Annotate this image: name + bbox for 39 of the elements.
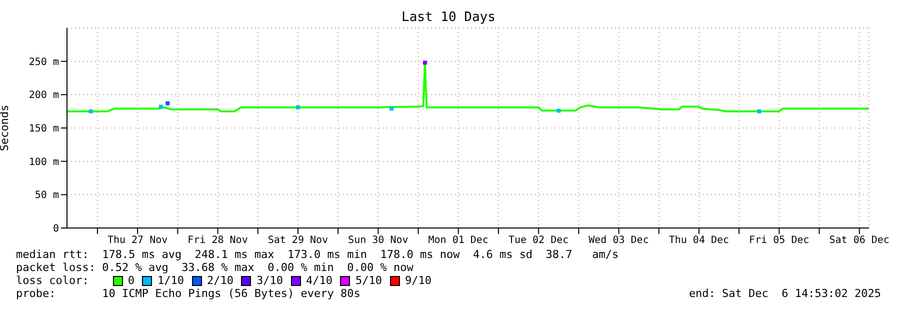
text: end: Sat Dec 6 14:53:02 2025 xyxy=(688,287,881,300)
y-tick-label: 250 m xyxy=(28,56,59,68)
point xyxy=(88,109,93,114)
text: probe: 10 ICMP Echo Pings (56 Bytes) every 80s xyxy=(16,287,362,300)
text: median rtt: 178.5 ms avg 248.1 ms max 173.0 ms min 178.0 ms now 4.6 ms sd 38.7 am/s xyxy=(16,248,619,261)
x-tick-label: Tue 02 Dec xyxy=(508,235,569,246)
y-tick-label: 0 xyxy=(52,224,59,235)
legend-label: 0 xyxy=(128,274,134,287)
point xyxy=(556,108,561,113)
y-tick-label: 50 m xyxy=(34,190,59,202)
legend-label: 1/10 xyxy=(157,274,184,287)
point xyxy=(757,109,762,114)
legend-label: 5/10 xyxy=(355,274,382,287)
legend-title: loss color: xyxy=(16,274,89,287)
chart-title: Last 10 Days xyxy=(400,10,496,25)
legend-label: 4/10 xyxy=(306,274,332,287)
line-series xyxy=(67,62,869,112)
x-tick-label: Sun 30 Nov xyxy=(348,235,408,246)
point xyxy=(422,60,427,65)
legend-label: 3/10 xyxy=(256,274,283,287)
x-tick-label: Mon 01 Dec xyxy=(428,235,488,246)
x-tick-label: Wed 03 Dec xyxy=(588,235,649,246)
point xyxy=(296,105,300,110)
x-tick-label: Thu 27 Nov xyxy=(107,235,168,246)
x-tick-label: Fri 05 Dec xyxy=(749,235,810,246)
y-tick-label: 150 m xyxy=(28,124,59,135)
x-tick-label: Sat 29 Nov xyxy=(268,235,328,246)
y-axis-title: Seconds xyxy=(0,104,11,152)
point xyxy=(158,104,163,109)
legend-label: 2/10 xyxy=(206,274,234,287)
point xyxy=(166,101,170,106)
legend-label: 9/10 xyxy=(404,274,432,287)
y-tick-label: 200 m xyxy=(28,90,59,102)
text: packet loss: 0.52 % avg 33.68 % max 0.00 % min 0.00 % now xyxy=(16,261,414,274)
x-tick-label: Sat 06 Dec xyxy=(829,235,890,246)
point xyxy=(390,106,394,111)
x-tick-label: Fri 28 Nov xyxy=(188,235,248,246)
y-tick-label: 100 m xyxy=(28,156,59,168)
x-tick-label: Thu 04 Dec xyxy=(668,235,730,246)
